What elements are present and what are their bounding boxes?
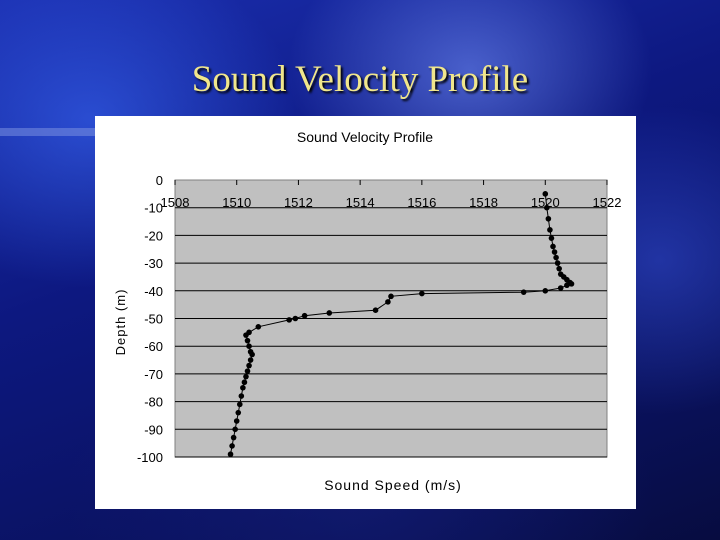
data-point [385, 299, 391, 305]
data-point [244, 337, 251, 344]
data-point [547, 227, 553, 233]
sound-velocity-chart: Sound Velocity Profile 0 -10 -20 -30 -40 -50 -… [113, 129, 622, 493]
data-point [237, 401, 243, 408]
x-tick-label: 1508 [161, 195, 190, 210]
y-tick-label: -10 [144, 201, 163, 216]
x-tick-label: 1512 [284, 195, 313, 210]
data-point [238, 393, 245, 399]
data-point [551, 249, 558, 255]
data-point [548, 235, 555, 241]
x-tick-label: 1520 [531, 195, 560, 210]
data-point [557, 285, 564, 291]
data-point [230, 434, 237, 441]
data-point [553, 254, 559, 261]
data-point [301, 312, 308, 319]
x-axis-label: Sound Speed (m/s) [324, 477, 462, 493]
x-tick-label: 1522 [593, 195, 622, 210]
data-point [564, 282, 570, 289]
data-point [240, 384, 246, 391]
data-point [243, 373, 249, 380]
y-tick-label: -70 [144, 367, 163, 382]
data-point [255, 324, 262, 330]
data-point [246, 362, 252, 369]
y-axis-label: Depth (m) [113, 289, 128, 356]
data-point [520, 289, 527, 295]
data-point [556, 265, 562, 272]
data-point [227, 451, 234, 458]
x-tick-label: 1516 [407, 195, 436, 210]
data-point [241, 379, 248, 386]
y-tick-label: 0 [156, 173, 163, 188]
data-point [229, 443, 235, 449]
y-tick-label: -90 [144, 422, 163, 437]
y-tick-label: -100 [137, 450, 163, 465]
data-point [542, 191, 549, 197]
data-point [372, 307, 379, 313]
y-tick-label: -50 [144, 312, 163, 327]
data-point [232, 426, 238, 433]
data-point [233, 418, 240, 424]
data-point [247, 357, 254, 363]
data-point [544, 204, 550, 211]
data-point [388, 293, 394, 300]
data-point [286, 317, 292, 323]
decorative-rule [0, 128, 108, 136]
data-point [545, 215, 552, 222]
y-tick-label: -30 [144, 256, 163, 271]
y-tick-label: -60 [144, 339, 163, 354]
y-tick-label: -40 [144, 284, 163, 299]
chart-panel: Sound Velocity Profile 0 -10 -20 -30 -40 -50 -… [95, 116, 636, 509]
x-tick-label: 1514 [346, 195, 375, 210]
data-point [554, 260, 561, 266]
data-point [243, 332, 249, 338]
data-point [246, 343, 252, 349]
data-point [244, 368, 251, 374]
data-point [235, 409, 242, 416]
data-point [550, 243, 556, 250]
chart-title: Sound Velocity Profile [297, 129, 433, 145]
slide-title: Sound Velocity Profile [191, 59, 529, 100]
data-point [292, 315, 299, 322]
data-point [326, 310, 333, 316]
x-tick-label: 1510 [222, 195, 251, 210]
data-point [419, 290, 425, 297]
data-point [249, 351, 255, 358]
data-point [542, 288, 549, 294]
y-tick-label: -80 [144, 395, 163, 410]
x-tick-label: 1518 [469, 195, 498, 210]
y-tick-label: -20 [144, 228, 163, 243]
data-point [568, 281, 575, 287]
